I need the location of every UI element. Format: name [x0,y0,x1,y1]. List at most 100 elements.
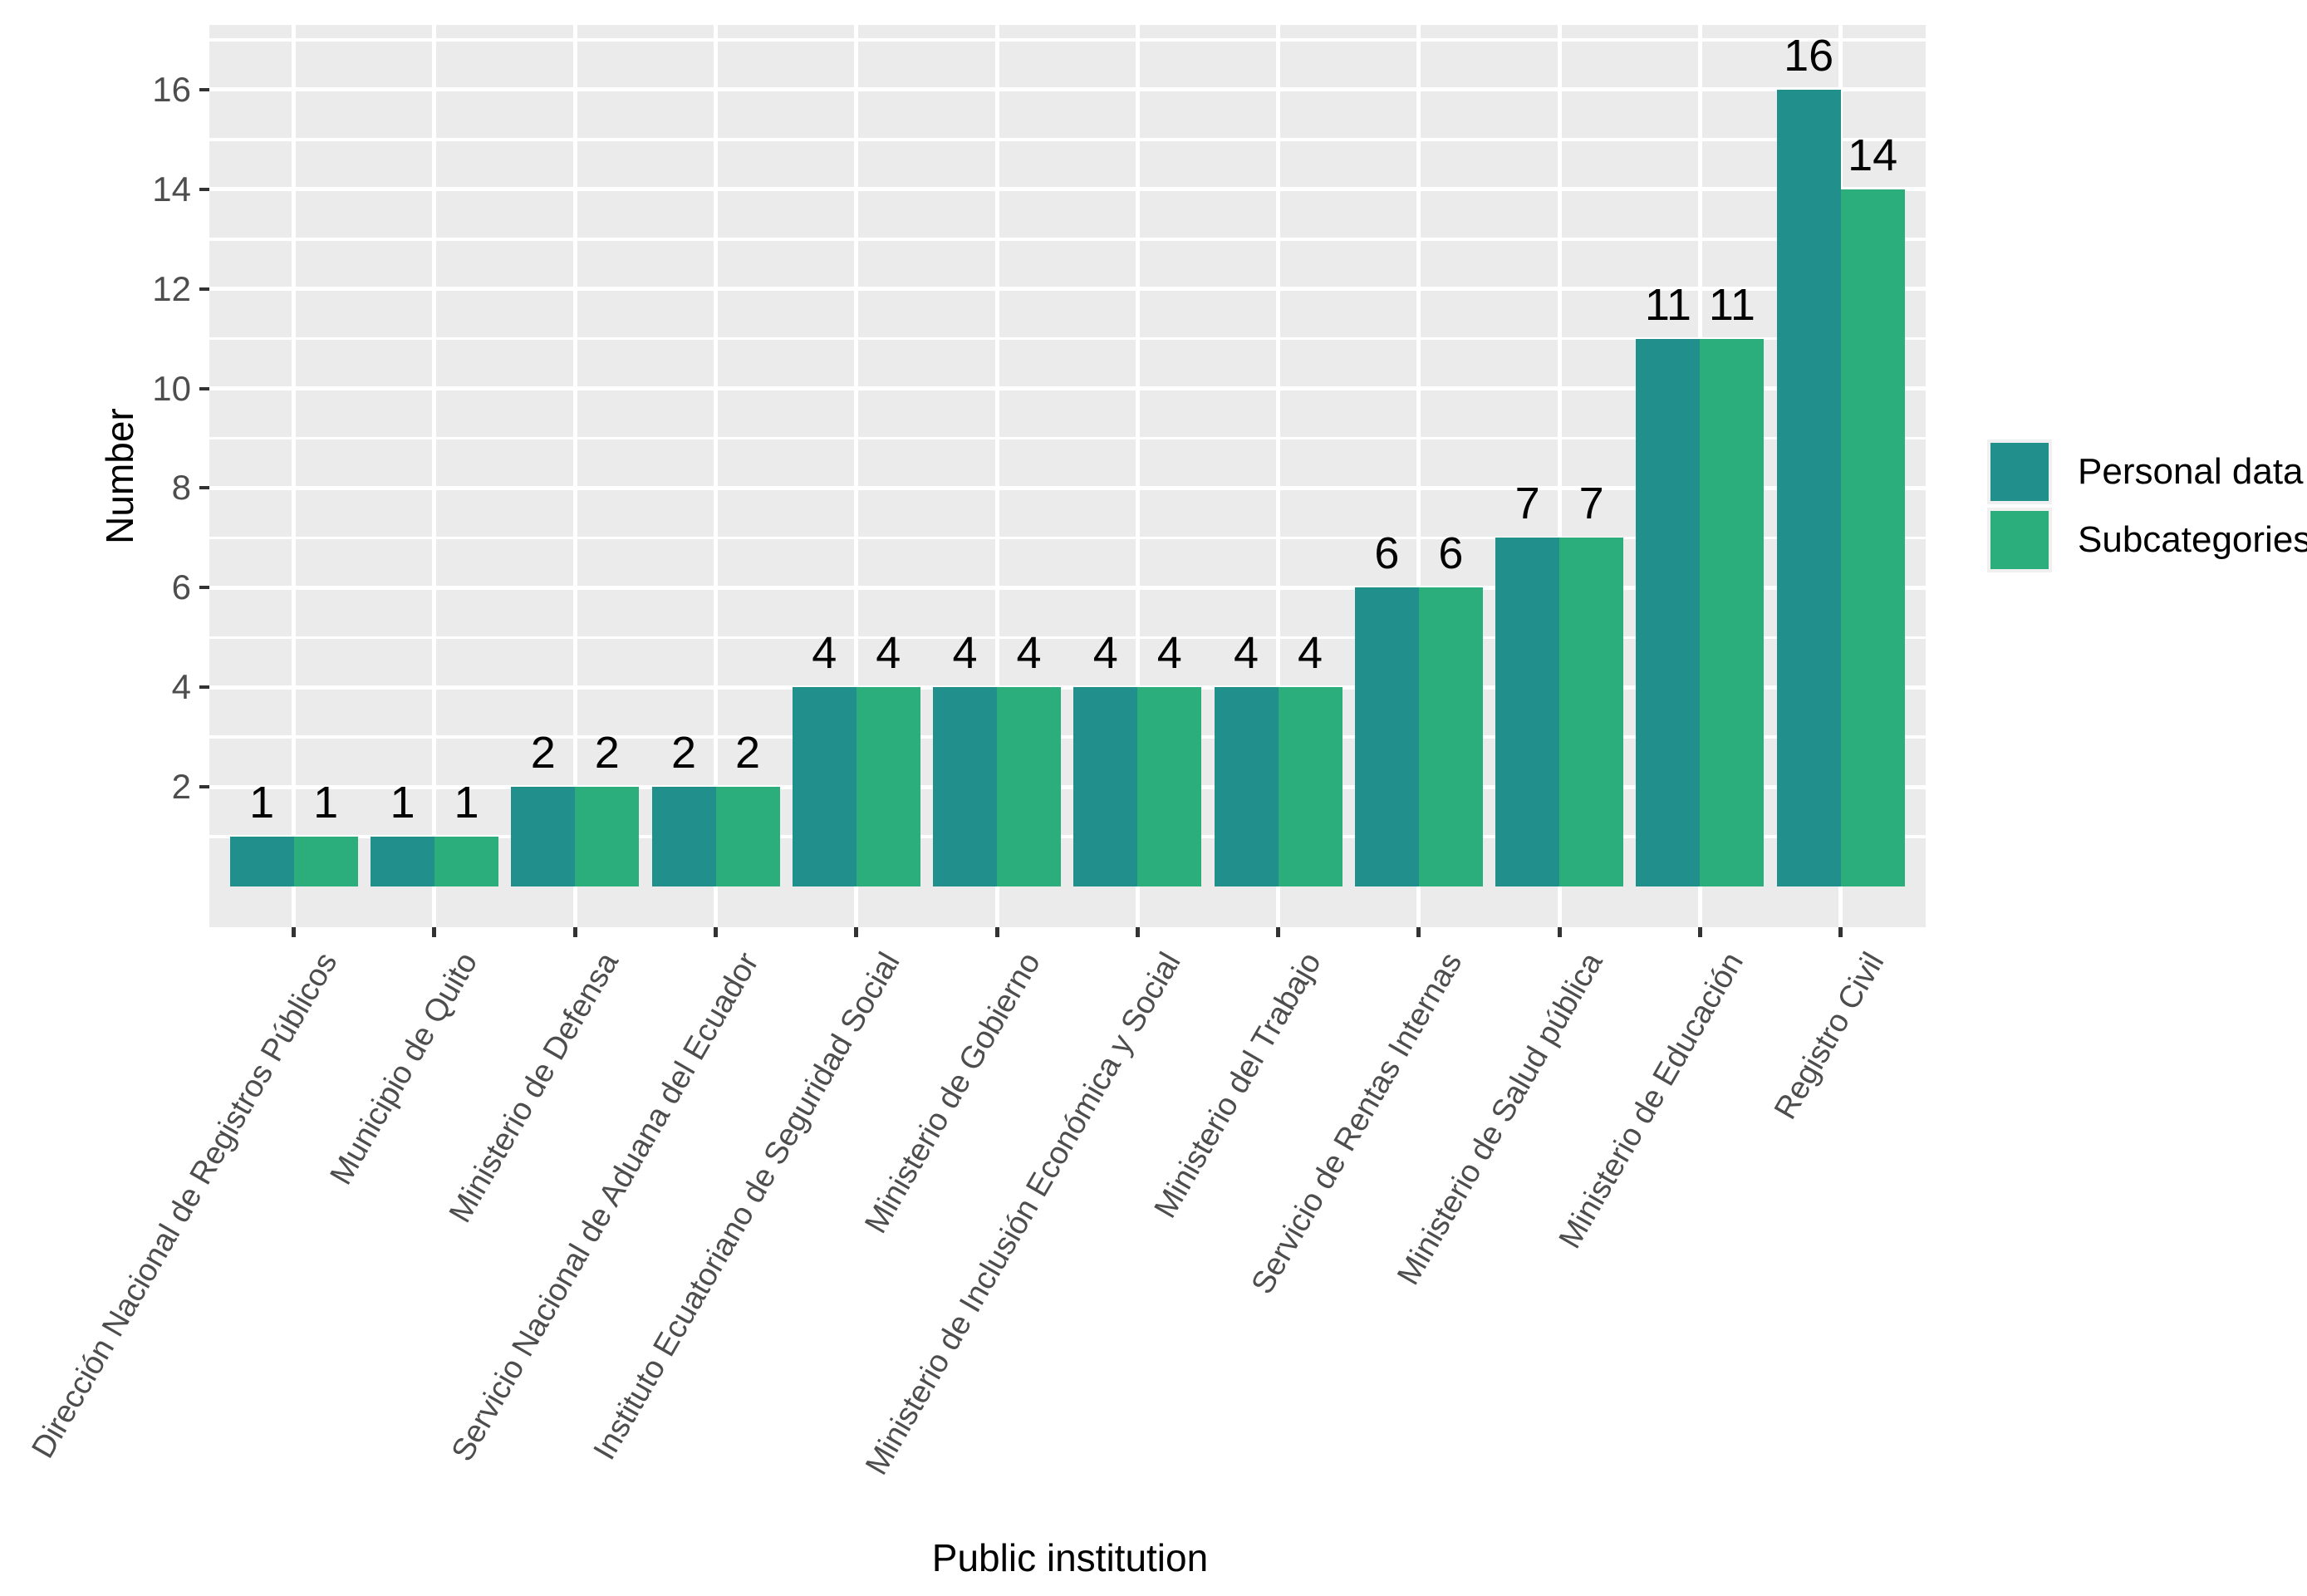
x-axis-title: Public institution [931,1536,1209,1579]
gridline-h-minor [209,336,1926,341]
y-tick-mark [199,586,209,590]
y-tick-mark [199,386,209,390]
gridline-h-minor [209,436,1926,440]
bar-personal-data [933,687,998,886]
gridline-h-minor [209,735,1926,739]
bar-value-label: 1 [249,778,275,828]
x-tick-label: Dirección Nacional de Registros Públicos [25,946,345,1465]
gridline-v-major [1135,25,1140,927]
bar-personal-data [1214,687,1279,886]
y-tick-label: 10 [152,368,191,408]
x-tick-mark [994,927,999,937]
x-tick-mark [854,927,859,937]
x-tick-label: Instituto Ecuatoriano de Seguridad Socia… [587,946,907,1466]
x-tick-mark [1276,927,1281,937]
y-tick-mark [199,785,209,789]
gridline-v-major [1416,25,1421,927]
bar-subcategories [575,787,640,886]
bar-value-label: 2 [594,728,620,778]
bar-value-label: 4 [1234,628,1259,679]
legend-item: Subcategories [1987,508,2307,572]
gridline-v-major [572,25,577,927]
legend-item: Personal data [1987,440,2307,504]
gridline-h-major [209,87,1926,92]
y-tick-label: 2 [171,767,191,807]
bar-value-label: 6 [1374,528,1400,579]
x-tick-mark [1697,927,1702,937]
legend: Personal data Subcategories [1987,440,2307,572]
bar-value-label: 1 [313,778,339,828]
bar-value-label: 4 [1016,628,1042,679]
bar-subcategories [1278,687,1342,886]
x-tick-label: Servicio Nacional de Aduana del Ecuador [445,946,767,1468]
gridline-v-major [292,25,297,927]
bar-personal-data [229,837,294,886]
gridline-h-minor [209,536,1926,540]
bar-subcategories [997,687,1062,886]
x-tick-mark [1416,927,1421,937]
x-tick-mark [572,927,577,937]
x-tick-mark [432,927,437,937]
y-tick-mark [199,486,209,490]
bar-value-label: 4 [1298,628,1323,679]
y-tick-mark [199,187,209,191]
bar-subcategories [1700,338,1765,886]
bar-value-label: 7 [1514,479,1540,529]
legend-swatch-icon [1990,511,2049,569]
gridline-h-major [209,386,1926,391]
bar-value-label: 4 [1156,628,1182,679]
bar-value-label: 7 [1578,479,1604,529]
x-tick-label: Ministerio de Inclusión Económica y Soci… [859,946,1188,1481]
gridline-v-major [432,25,437,927]
bar-personal-data [511,787,576,886]
bar-subcategories [715,787,780,886]
y-axis-title: Number [98,408,141,544]
gridline-h-major [209,784,1926,789]
gridline-v-major [994,25,999,927]
bar-value-label: 1 [454,778,479,828]
bar-subcategories [1137,687,1202,886]
bar-personal-data [1776,89,1841,886]
y-tick-label: 6 [171,567,191,607]
bar-value-label: 2 [670,728,697,778]
bar-value-label: 4 [1092,628,1118,679]
legend-label: Subcategories [2078,519,2307,560]
bar-value-label: 11 [1644,279,1691,330]
legend-key [1987,440,2052,504]
y-tick-label: 14 [152,169,191,209]
y-tick-label: 4 [171,667,191,707]
bar-value-label: 11 [1708,279,1755,330]
gridline-v-major [854,25,859,927]
bar-value-label: 16 [1784,30,1834,81]
bar-subcategories [856,687,920,886]
bar-subcategories [293,837,358,886]
bar-personal-data [1073,687,1138,886]
bar-personal-data [1636,338,1701,886]
x-tick-mark [1135,927,1140,937]
x-tick-label: Ministerio del Trabajo [1148,946,1329,1225]
bar-subcategories [1418,587,1483,886]
gridline-v-major [714,25,718,927]
legend-key [1987,508,2052,572]
bar-personal-data [651,787,716,886]
gridline-h-minor [209,138,1926,141]
gridline-v-major [1276,25,1281,927]
bar-subcategories [1840,189,1905,886]
x-tick-mark [714,927,718,937]
gridline-v-major [1557,25,1562,927]
x-tick-mark [1838,927,1843,937]
gridline-h-major [209,685,1926,690]
gridline-h-major [209,585,1926,590]
bar-personal-data [1495,538,1560,886]
y-tick-mark [199,685,209,690]
bar-value-label: 2 [530,728,556,778]
bar-value-label: 4 [952,628,978,679]
y-tick-label: 8 [171,468,191,508]
x-tick-mark [292,927,297,937]
bar-value-label: 2 [734,728,761,778]
x-tick-mark [1557,927,1562,937]
bar-subcategories [1559,538,1624,886]
gridline-h-minor [209,238,1926,241]
bar-personal-data [370,837,434,886]
plot-panel: 1 1 2 2 4 4 4 4 6 7 11 16 1 1 2 2 4 4 4 4 6 7 11 14 [209,25,1926,927]
